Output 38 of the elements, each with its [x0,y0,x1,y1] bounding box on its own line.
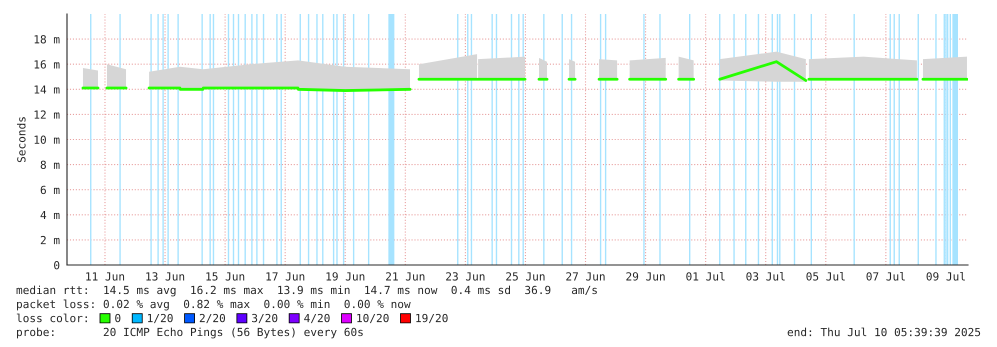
x-tick-label: 19 Jun [326,272,364,281]
x-tick-label: 25 Jun [506,272,545,281]
legend-label: 3/20 [252,314,278,324]
x-tick-label: 27 Jun [566,272,605,281]
x-tick-label: 23 Jun [446,272,484,281]
text: probe: 20 ICMP Echo Pings (56 Bytes) every 60s [17,328,363,338]
x-tick-label: 07 Jul [866,272,905,281]
y-tick-label: 8 m [40,160,60,170]
legend-label: 2/20 [200,314,226,324]
legend-label: 10/20 [357,314,389,324]
text: packet loss: 0.02 % avg 0.82 % max 0.00 % min 0.00 % now [17,300,411,310]
legend-label: 4/20 [304,314,330,324]
y-tick-label: 0 [54,261,60,270]
x-tick-label: 01 Jul [686,272,725,281]
x-tick-label: 13 Jun [146,272,184,281]
legend-label: 19/20 [416,314,448,324]
y-tick-label: 10 m [34,136,60,144]
x-tick-label: 05 Jul [806,272,845,281]
y-tick-label: 12 m [34,110,60,119]
legend-label: 0 [115,314,120,322]
x-tick-label: 21 Jun [386,272,424,281]
y-tick-label: 14 m [34,85,60,94]
x-tick-label: 03 Jul [746,272,785,281]
x-tick-label: 15 Jun [206,272,244,281]
y-tick-label: 2 m [40,236,60,244]
legend-label: 1/20 [148,314,173,324]
text: median rtt: 14.5 ms avg 16.2 ms max 13.9 ms min 14.7 ms now 0.4 ms sd 36.9 am/s [16,286,597,296]
y-tick-label: 16 m [34,60,60,69]
x-tick-label: 17 Jun [266,272,304,281]
y-tick-label: 18 m [34,35,60,44]
text: end: Thu Jul 10 05:39:39 2025 [788,328,980,336]
legend-title: loss color: [16,314,87,322]
y-tick-label: 4 m [40,210,60,220]
y-axis-title: Seconds [16,117,26,162]
x-tick-label: 29 Jun [626,272,665,281]
y-tick-label: 6 m [40,186,60,194]
x-tick-label: 11 Jun [86,272,124,281]
x-tick-label: 09 Jul [926,272,965,281]
